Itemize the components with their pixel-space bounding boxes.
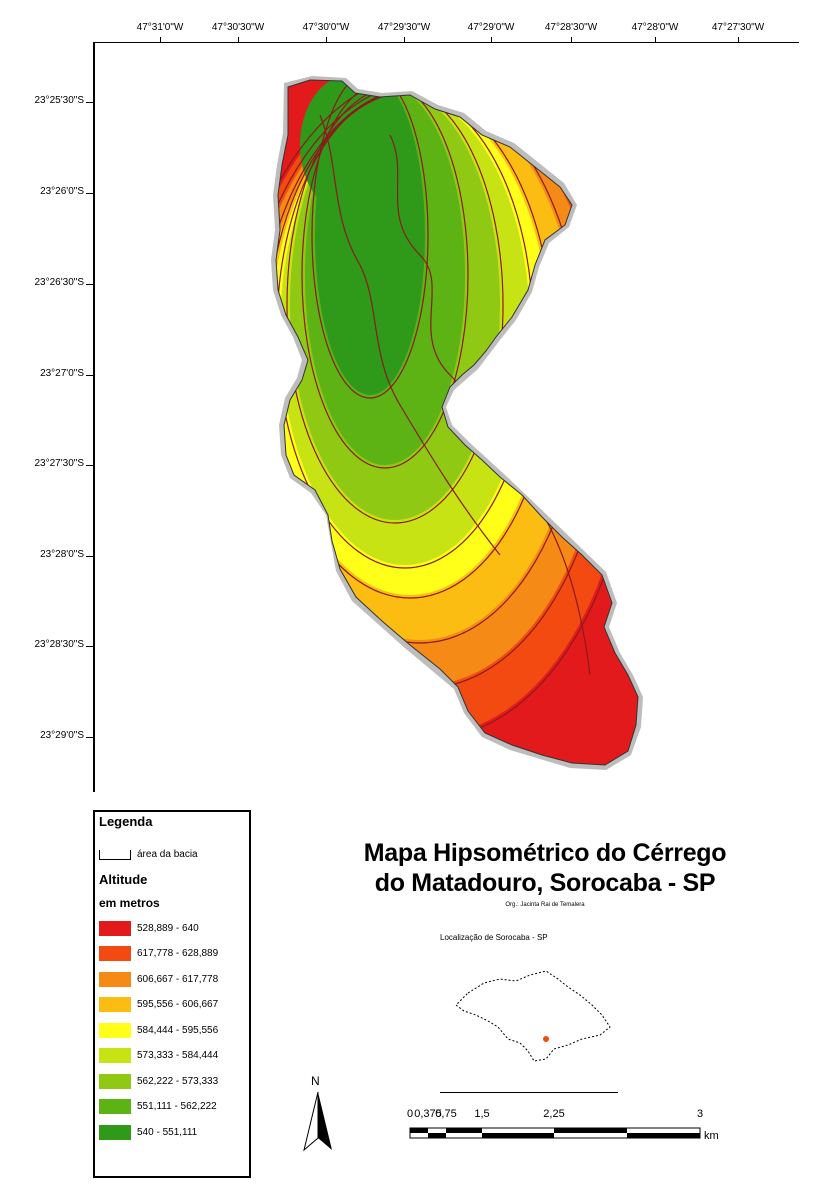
latitude-label: 23°29'0"S <box>40 730 84 741</box>
longitude-label: 47°30'30"W <box>211 22 265 33</box>
longitude-label: 47°27'30"W <box>711 22 765 33</box>
longitude-label: 47°28'0"W <box>631 22 679 33</box>
latitude-tick <box>86 556 94 557</box>
legend-class-item: 573,333 - 584,444 <box>99 1048 218 1064</box>
legend: Legenda área da bacia Altitude em metros… <box>93 810 251 1178</box>
legend-title: Legenda <box>99 814 153 829</box>
legend-class-label: 562,222 - 573,333 <box>137 1075 219 1087</box>
latitude-tick <box>86 375 94 376</box>
scale-tick-label: 0,375 <box>414 1108 442 1120</box>
longitude-label: 47°30'0"W <box>302 22 350 33</box>
longitude-tick <box>571 37 572 43</box>
latitude-label: 23°26'30"S <box>34 277 85 288</box>
legend-class-item: 562,222 - 573,333 <box>99 1073 218 1089</box>
scale-tick-label: 1,5 <box>474 1108 490 1120</box>
latitude-tick <box>86 737 94 738</box>
legend-class-item: 595,556 - 606,667 <box>99 997 218 1013</box>
latitude-tick <box>86 193 94 194</box>
legend-class-label: 606,667 - 617,778 <box>137 973 219 985</box>
longitude-label: 47°31'0"W <box>136 22 184 33</box>
longitude-tick <box>238 37 239 43</box>
legend-swatch <box>99 997 131 1012</box>
latitude-label: 23°28'0"S <box>40 549 84 560</box>
legend-swatch <box>99 946 131 961</box>
scale-tick-label: 2,25 <box>543 1108 565 1120</box>
longitude-tick <box>160 37 161 43</box>
latitude-tick <box>86 284 94 285</box>
sorocaba-marker <box>543 1036 549 1042</box>
legend-class-label: 595,556 - 606,667 <box>137 999 219 1010</box>
latitude-label: 23°27'30"S <box>34 458 85 469</box>
basin-outline <box>275 79 639 766</box>
divider-line <box>440 1092 618 1093</box>
legend-swatch <box>99 1124 131 1140</box>
scale-labels: 0 0,375 0,75 1,5 2,25 3 <box>405 1108 710 1122</box>
scale-tick-label: 0,75 <box>435 1108 457 1120</box>
legend-altitude-title: Altitude <box>99 872 148 887</box>
legend-swatch <box>99 1022 131 1038</box>
map-title-line2: do Matadouro, Sorocaba - SP <box>374 869 716 897</box>
legend-swatch <box>99 1073 131 1089</box>
scale-unit: km <box>704 1130 719 1142</box>
legend-class-item: 584,444 - 595,556 <box>99 1022 218 1038</box>
longitude-tick <box>491 37 492 43</box>
longitude-tick <box>404 37 405 43</box>
latitude-tick <box>86 465 94 466</box>
legend-class-item: 617,778 - 628,889 <box>99 946 218 962</box>
legend-class-label: 528,889 - 640 <box>137 922 199 934</box>
legend-class-label: 551,111 - 562,222 <box>137 1101 217 1112</box>
map-title-line1: Mapa Hipsométrico do Cérrego <box>363 839 727 867</box>
north-arrow-icon <box>303 1091 332 1152</box>
legend-swatch <box>99 1099 131 1114</box>
legend-boundary-item: área da bacia <box>99 846 198 862</box>
legend-swatch <box>99 1048 131 1063</box>
organization-label: Org.: Jacinta Rai de Temalera <box>505 902 585 908</box>
hypsometric-map <box>271 76 643 770</box>
map-title: Mapa Hipsométrico do Cérrego do Matadour… <box>300 838 790 898</box>
north-label: N <box>311 1074 320 1088</box>
latitude-tick <box>86 646 94 647</box>
legend-swatch <box>99 971 131 987</box>
legend-class-label: 584,444 - 595,556 <box>137 1024 219 1036</box>
boundary-swatch <box>99 850 131 860</box>
locator-map <box>455 970 611 1062</box>
sao-paulo-outline <box>455 970 611 1062</box>
legend-class-label: 617,778 - 628,889 <box>137 948 219 959</box>
legend-boundary-label: área da bacia <box>137 848 198 860</box>
scale-tick-label: 3 <box>696 1108 704 1120</box>
longitude-label: 47°28'30"W <box>544 22 598 33</box>
legend-altitude-unit: em metros <box>99 896 160 910</box>
legend-class-label: 573,333 - 584,444 <box>137 1050 219 1061</box>
latitude-label: 23°25'30"S <box>34 95 85 106</box>
scale-bar <box>409 1127 701 1139</box>
longitude-label: 47°29'30"W <box>377 22 431 33</box>
scale-tick-label: 0 <box>406 1108 414 1120</box>
longitude-tick <box>655 37 656 43</box>
latitude-label: 23°27'0"S <box>40 368 84 379</box>
longitude-tick <box>326 37 327 43</box>
locator-title: Localização de Sorocaba - SP <box>440 933 548 942</box>
latitude-label: 23°28'30"S <box>34 639 85 650</box>
latitude-tick <box>86 102 94 103</box>
legend-class-item: 606,667 - 617,778 <box>99 971 218 987</box>
legend-swatch <box>99 920 131 936</box>
legend-class-item: 540 - 551,111 <box>99 1124 197 1140</box>
longitude-label: 47°29'0"W <box>467 22 515 33</box>
legend-class-label: 540 - 551,111 <box>137 1126 198 1138</box>
map-frame <box>93 42 799 792</box>
legend-class-item: 551,111 - 562,222 <box>99 1099 217 1115</box>
longitude-tick <box>738 37 739 43</box>
latitude-label: 23°26'0"S <box>40 186 84 197</box>
legend-class-item: 528,889 - 640 <box>99 920 199 936</box>
